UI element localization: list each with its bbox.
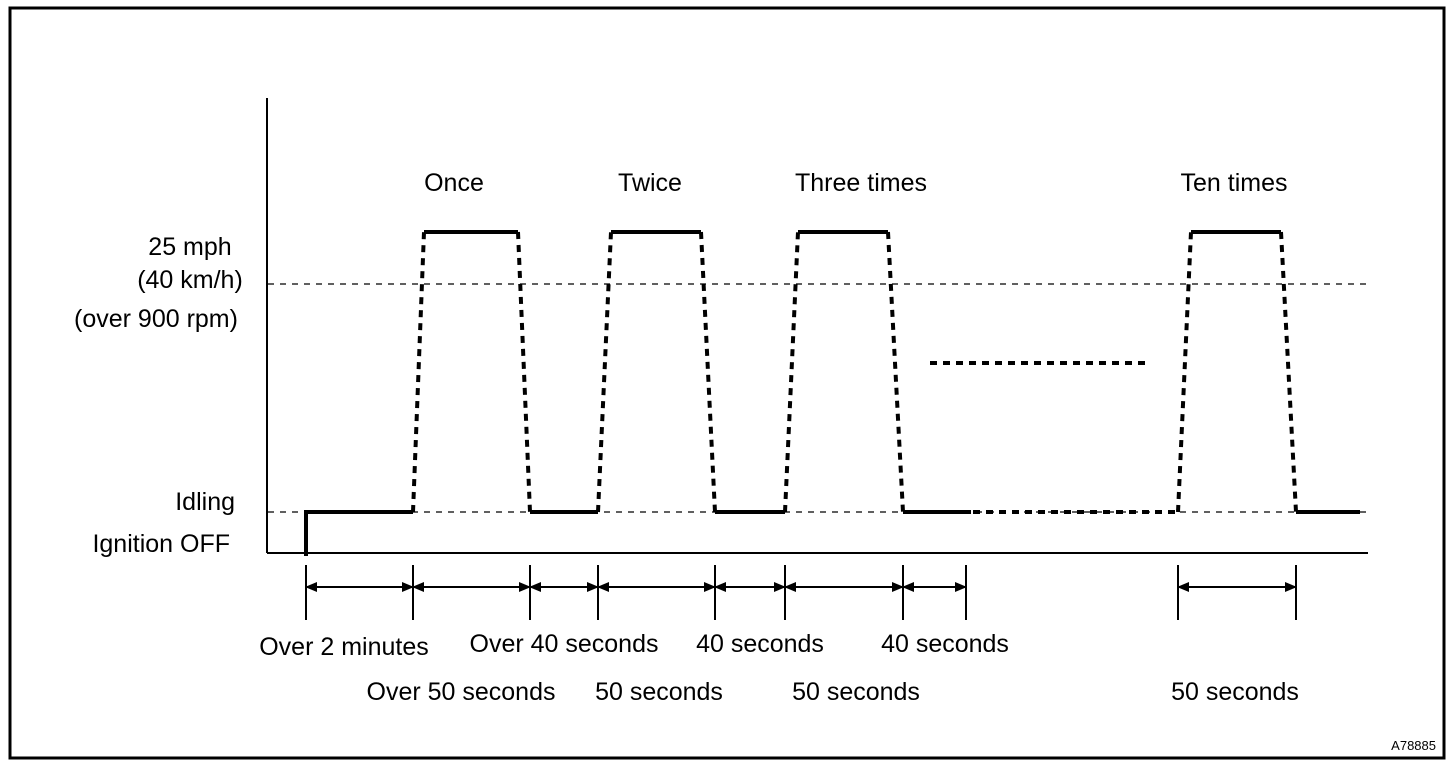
ignition-on-step — [304, 510, 413, 556]
duration-40-seconds-1: 40 seconds — [696, 630, 824, 658]
idling-label: Idling — [175, 488, 235, 516]
decel-ramp-ten-times — [1279, 231, 1298, 513]
duration-40-seconds-2: 40 seconds — [881, 630, 1009, 658]
ignition-off-label: Ignition OFF — [92, 530, 230, 558]
cycle-label-once: Once — [424, 169, 484, 197]
cycle-label-twice: Twice — [618, 169, 682, 197]
decel-ramp-twice — [699, 231, 717, 513]
cycle-label-three-times: Three times — [795, 169, 927, 197]
accel-ramp-three-times — [783, 231, 800, 513]
decel-ramp-three-times — [886, 231, 905, 513]
cycle-label-ten-times: Ten times — [1181, 169, 1288, 197]
duration-over-2-minutes: Over 2 minutes — [259, 633, 429, 661]
speed-label-kmh: (40 km/h) — [137, 266, 243, 294]
speed-label-mph: 25 mph — [148, 233, 231, 261]
figure-frame — [8, 6, 1446, 760]
duration-50-seconds-2: 50 seconds — [792, 678, 920, 706]
figure-id: A78885 — [1391, 738, 1436, 753]
duration-over-40-seconds: Over 40 seconds — [470, 630, 659, 658]
speed-label-rpm: (over 900 rpm) — [74, 305, 238, 333]
dimension-ticks — [305, 565, 1297, 620]
accel-ramp-ten-times — [1176, 231, 1193, 513]
accel-ramp-once — [411, 231, 426, 513]
decel-ramp-once — [516, 231, 532, 513]
duration-50-seconds-1: 50 seconds — [595, 678, 723, 706]
accel-ramp-twice — [596, 231, 613, 513]
duration-50-seconds-3: 50 seconds — [1171, 678, 1299, 706]
duration-over-50-seconds: Over 50 seconds — [367, 678, 556, 706]
